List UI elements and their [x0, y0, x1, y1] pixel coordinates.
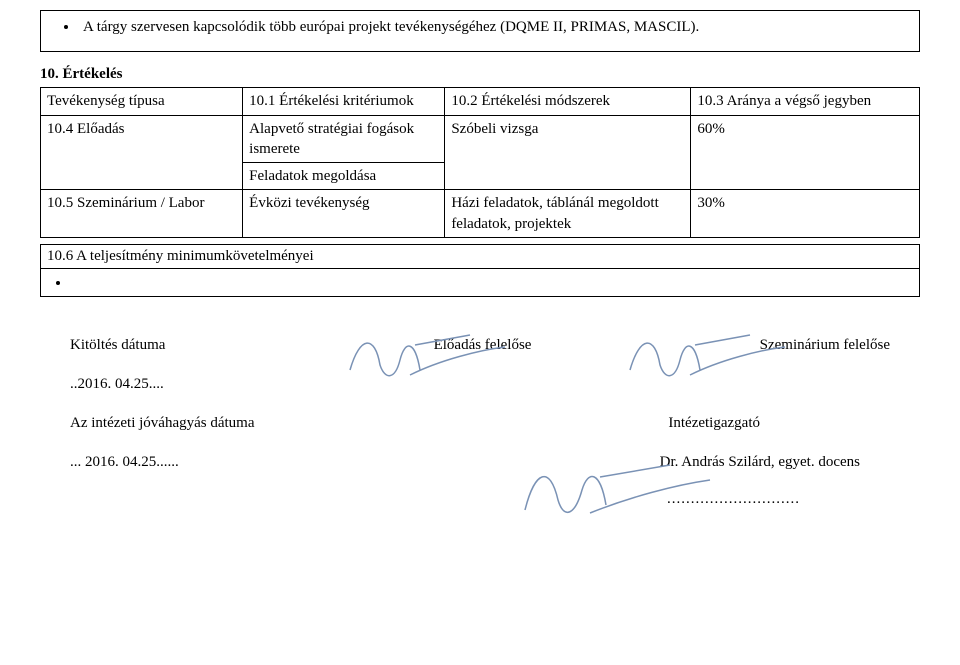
- linked-projects-box: A tárgy szervesen kapcsolódik több európ…: [40, 10, 920, 52]
- lecturer-label: Előadás felelőse: [434, 337, 532, 354]
- cell-criteria-header: 10.1 Értékelési kritériumok: [243, 88, 445, 115]
- approval-date-value: ... 2016. 04.25......: [70, 454, 179, 471]
- table-row: 10.4 Előadás Alapvető stratégiai fogások…: [41, 115, 920, 163]
- min-requirements-label: 10.6 A teljesítmény minimumkövetelményei: [40, 244, 920, 269]
- director-label: Intézetigazgató: [668, 415, 760, 432]
- fill-date-value: ..2016. 04.25....: [70, 376, 890, 393]
- director-name: Dr. András Szilárd, egyet. docens: [660, 454, 860, 471]
- section-title-evaluation: 10. Értékelés: [40, 66, 920, 83]
- table-row: Tevékenység típusa 10.1 Értékelési krité…: [41, 88, 920, 115]
- cell-activity-type-header: Tevékenység típusa: [41, 88, 243, 115]
- seminar-responsible-label: Szeminárium felelőse: [760, 337, 890, 354]
- table-row: 10.5 Szeminárium / Labor Évközi tevékeny…: [41, 190, 920, 238]
- dotted-line: ............................: [667, 491, 800, 507]
- cell-lecture-crit2: Feladatok megoldása: [243, 163, 445, 190]
- cell-seminar-crit: Évközi tevékenység: [243, 190, 445, 238]
- cell-lecture-ratio: 60%: [691, 115, 920, 190]
- cell-lecture-label: 10.4 Előadás: [41, 115, 243, 190]
- signature-area: Kitöltés dátuma Előadás felelőse Szeminá…: [40, 337, 920, 508]
- cell-seminar-method: Házi feladatok, táblánál megoldott felad…: [445, 190, 691, 238]
- cell-lecture-method: Szóbeli vizsga: [445, 115, 691, 190]
- min-requirements-bullet-box: [40, 269, 920, 297]
- evaluation-table: Tevékenység típusa 10.1 Értékelési krité…: [40, 87, 920, 238]
- fill-date-label: Kitöltés dátuma: [70, 337, 165, 354]
- cell-seminar-ratio: 30%: [691, 190, 920, 238]
- linked-projects-bullet: A tárgy szervesen kapcsolódik több európ…: [79, 17, 909, 37]
- cell-methods-header: 10.2 Értékelési módszerek: [445, 88, 691, 115]
- cell-seminar-label: 10.5 Szeminárium / Labor: [41, 190, 243, 238]
- min-requirements-bullet: [71, 275, 909, 292]
- linked-projects-text: A tárgy szervesen kapcsolódik több európ…: [83, 19, 699, 35]
- cell-lecture-crit1: Alapvető stratégiai fogások ismerete: [243, 115, 445, 163]
- cell-ratio-header: 10.3 Aránya a végső jegyben: [691, 88, 920, 115]
- approval-date-label: Az intézeti jóváhagyás dátuma: [70, 415, 255, 432]
